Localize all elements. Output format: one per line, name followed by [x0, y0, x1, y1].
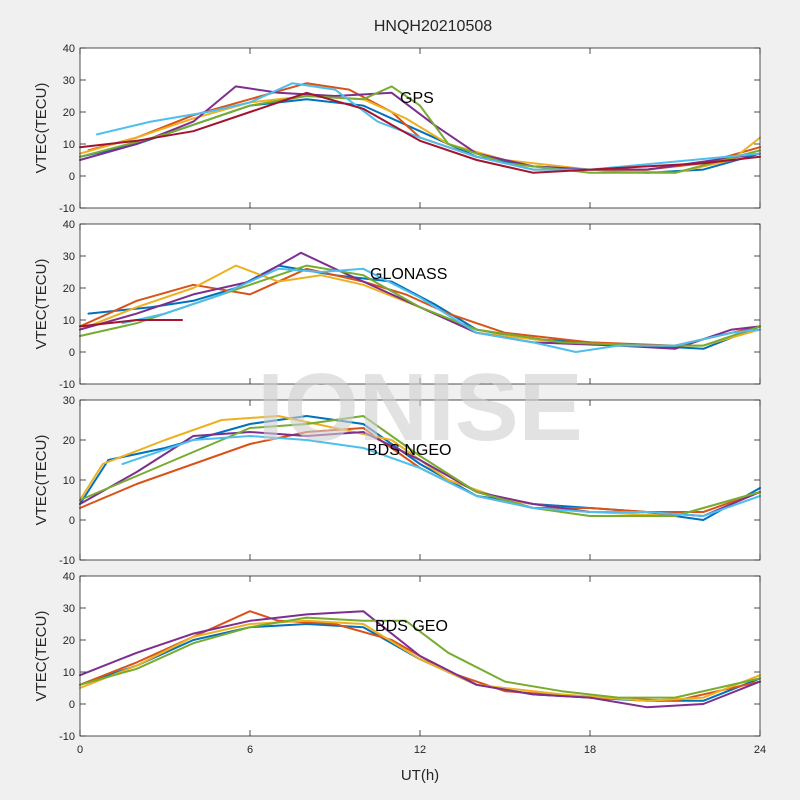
panel-annotation: GPS: [400, 90, 434, 107]
panel-annotation: GLONASS: [370, 266, 447, 283]
series-line-4: [79, 616, 761, 699]
y-axis-label: VTEC(TECU): [33, 83, 50, 174]
series-line-2: [79, 619, 761, 702]
x-tick-label: 18: [584, 744, 596, 756]
y-axis-label: VTEC(TECU): [33, 611, 50, 702]
series-line-4: [79, 85, 761, 174]
y-axis-label: VTEC(TECU): [33, 259, 50, 350]
x-axis-label: UT(h): [401, 767, 439, 784]
y-tick-label: 20: [63, 435, 75, 447]
y-tick-label: 0: [69, 347, 75, 359]
y-tick-label: 20: [63, 283, 75, 295]
series-line-6: [79, 319, 183, 328]
y-tick-label: -10: [59, 731, 75, 743]
y-tick-label: 30: [63, 75, 75, 87]
y-tick-label: 30: [63, 395, 75, 407]
plot-area: [80, 400, 760, 560]
y-tick-label: 0: [69, 515, 75, 527]
panel-2: -10 0 10 20 30 VTEC(TECU) BDS NGEO: [33, 395, 761, 567]
y-tick-label: 40: [63, 43, 75, 55]
x-tick-label: 24: [754, 744, 766, 756]
y-tick-label: 40: [63, 219, 75, 231]
panel-0: -10 0 10 20 30 40 VTEC(TECU) GPS: [33, 43, 761, 215]
y-tick-label: 0: [69, 699, 75, 711]
y-tick-label: 10: [63, 475, 75, 487]
y-tick-label: 10: [63, 667, 75, 679]
y-tick-label: -10: [59, 379, 75, 391]
series-line-5: [121, 267, 761, 353]
y-tick-label: 20: [63, 635, 75, 647]
series-line-5: [121, 435, 761, 517]
series-line-4: [79, 415, 761, 517]
x-tick-label: 0: [77, 744, 83, 756]
y-axis-label: VTEC(TECU): [33, 435, 50, 526]
y-tick-label: 40: [63, 571, 75, 583]
y-tick-label: 30: [63, 603, 75, 615]
series-line-6: [79, 91, 761, 174]
y-tick-label: 20: [63, 107, 75, 119]
panel-1: -10 0 10 20 30 40 VTEC(TECU) GLONASS: [33, 219, 761, 391]
x-tick-label: 12: [414, 744, 426, 756]
y-tick-label: 10: [63, 139, 75, 151]
series-line-3: [79, 251, 761, 350]
y-tick-label: 0: [69, 171, 75, 183]
x-tick-label: 6: [247, 744, 253, 756]
figure-title: HNQH20210508: [374, 18, 492, 35]
y-tick-label: -10: [59, 203, 75, 215]
y-tick-label: 30: [63, 251, 75, 263]
series-line-3: [79, 610, 761, 709]
watermark-text: IONISE: [257, 354, 582, 461]
series-line-5: [96, 82, 761, 171]
y-tick-label: -10: [59, 555, 75, 567]
panel-annotation: BDS GEO: [375, 618, 448, 635]
y-tick-label: 10: [63, 315, 75, 327]
panel-annotation: BDS NGEO: [367, 442, 451, 459]
